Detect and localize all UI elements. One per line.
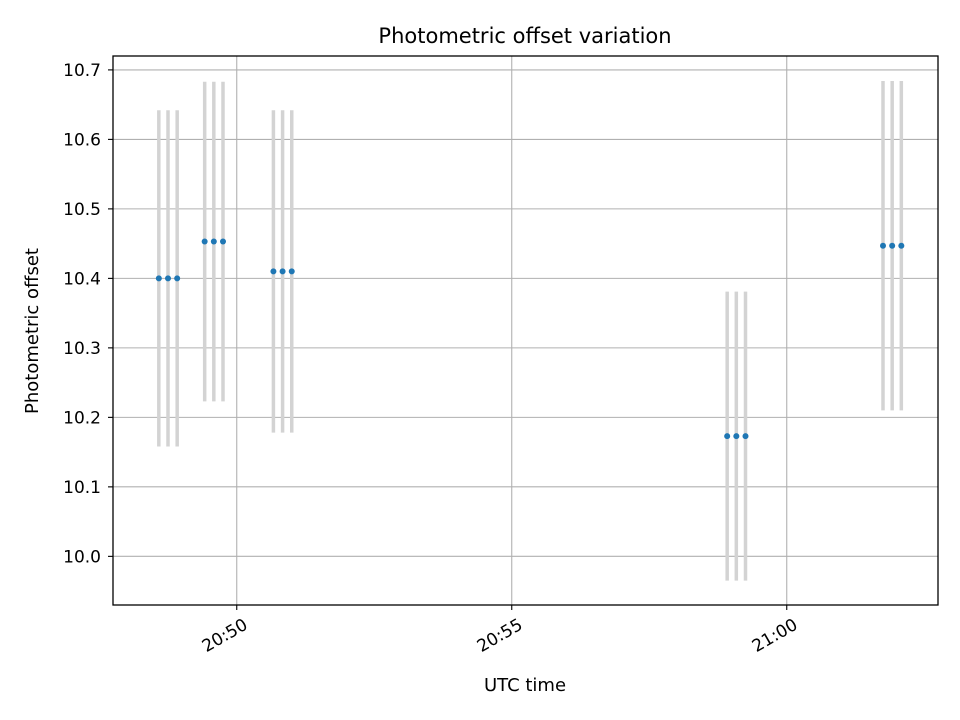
data-points — [155, 238, 905, 440]
data-point — [880, 242, 886, 249]
y-tick-label: 10.4 — [63, 269, 101, 289]
y-tick-label: 10.3 — [63, 339, 101, 359]
data-point — [174, 275, 181, 282]
chart-title: Photometric offset variation — [378, 24, 671, 48]
y-tick-label: 10.2 — [63, 408, 101, 428]
y-tick-label: 10.0 — [63, 547, 101, 567]
data-point — [733, 433, 740, 440]
data-point — [889, 242, 896, 249]
data-point — [155, 275, 162, 282]
data-point — [279, 268, 286, 275]
y-tick-label: 10.6 — [63, 130, 101, 150]
data-point — [165, 275, 171, 282]
y-tick-label: 10.1 — [63, 478, 101, 498]
grid-lines — [113, 56, 938, 605]
y-tick-label: 10.7 — [63, 61, 101, 81]
data-point — [898, 242, 905, 249]
y-axis-title: Photometric offset — [22, 248, 43, 414]
data-point — [270, 268, 277, 275]
plot-area-frame — [112, 55, 939, 606]
data-point — [210, 238, 217, 245]
data-point — [724, 433, 731, 440]
data-point — [201, 238, 208, 245]
y-tick-label: 10.5 — [63, 200, 101, 220]
data-point — [220, 238, 226, 245]
x-axis-title: UTC time — [484, 675, 566, 696]
data-point — [288, 268, 295, 275]
data-point — [742, 433, 749, 440]
